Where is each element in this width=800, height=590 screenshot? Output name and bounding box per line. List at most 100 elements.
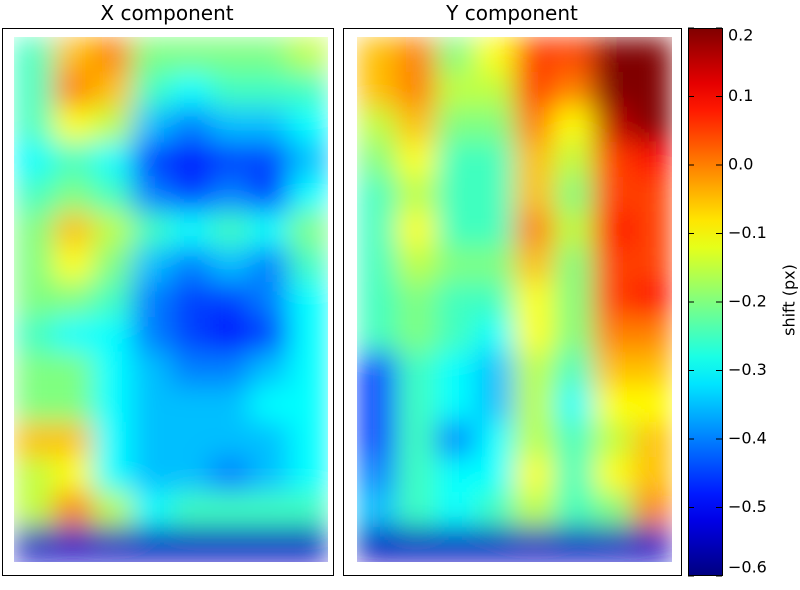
heat-cell	[475, 387, 515, 423]
heat-cell	[171, 422, 211, 458]
heat-cell	[14, 142, 54, 178]
heat-cell	[53, 177, 93, 213]
heat-cell	[553, 37, 594, 73]
heat-cell	[171, 317, 211, 353]
heat-cell	[435, 527, 476, 562]
heat-cell	[288, 247, 328, 283]
heat-cell	[210, 457, 250, 493]
heat-cell	[249, 177, 290, 213]
heat-cell	[131, 72, 172, 108]
heat-cell	[632, 247, 672, 283]
heat-cell	[632, 422, 672, 458]
heat-cell	[435, 422, 476, 458]
heat-cell	[288, 387, 328, 423]
heat-cell	[249, 107, 290, 143]
heat-cell	[593, 247, 634, 283]
heat-cell	[288, 492, 328, 528]
heat-cell	[14, 212, 54, 248]
heat-cell	[53, 247, 93, 283]
heat-cell	[14, 72, 54, 108]
heat-cell	[396, 247, 437, 283]
heat-cell	[553, 177, 594, 213]
heat-cell	[210, 282, 250, 318]
heat-cell	[171, 527, 211, 562]
heat-cell	[171, 387, 211, 423]
heat-cell	[14, 177, 54, 213]
heat-cell	[14, 457, 54, 493]
heat-cell	[14, 422, 54, 458]
heat-cell	[396, 527, 437, 562]
heat-cell	[249, 352, 290, 388]
heat-cell	[357, 107, 397, 143]
heat-cell	[131, 282, 172, 318]
panel-frame	[343, 28, 682, 576]
heat-cell	[92, 317, 133, 353]
heat-cell	[249, 37, 290, 73]
heat-cell	[53, 107, 93, 143]
heat-cell	[396, 317, 437, 353]
heat-cell	[14, 107, 54, 143]
heat-cell	[396, 282, 437, 318]
heat-cell	[210, 142, 250, 178]
heat-cell	[171, 212, 211, 248]
heat-cell	[92, 247, 133, 283]
heat-cell	[53, 352, 93, 388]
heat-cell	[632, 492, 672, 528]
heat-cell	[14, 387, 54, 423]
heat-cell	[553, 107, 594, 143]
heat-cell	[593, 457, 634, 493]
heat-cell	[593, 387, 634, 423]
heat-cell	[514, 422, 555, 458]
heat-cell	[396, 457, 437, 493]
heat-cell	[632, 142, 672, 178]
y-tick-label: −0.3	[728, 360, 767, 379]
heat-cell	[357, 212, 397, 248]
heat-cell	[53, 527, 93, 562]
heat-cell	[514, 282, 555, 318]
heat-cell	[475, 282, 515, 318]
heat-cell	[593, 37, 634, 73]
heat-cell	[475, 142, 515, 178]
heat-cell	[475, 527, 515, 562]
heat-cell	[514, 37, 555, 73]
heat-cell	[632, 317, 672, 353]
heat-cell	[435, 177, 476, 213]
heat-cell	[396, 422, 437, 458]
heat-cell	[53, 492, 93, 528]
heat-cell	[514, 177, 555, 213]
heat-cell	[53, 37, 93, 73]
heat-cell	[357, 527, 397, 562]
heatmap-cells	[357, 37, 672, 562]
heat-cell	[357, 247, 397, 283]
heat-cell	[435, 212, 476, 248]
heat-cell	[131, 352, 172, 388]
heat-cell	[288, 212, 328, 248]
heat-cell	[357, 457, 397, 493]
heat-cell	[131, 457, 172, 493]
heat-cell	[396, 387, 437, 423]
heat-cell	[475, 107, 515, 143]
heat-cell	[171, 492, 211, 528]
heat-cell	[435, 37, 476, 73]
heat-cell	[210, 387, 250, 423]
heat-cell	[593, 107, 634, 143]
heat-cell	[593, 422, 634, 458]
heat-cell	[396, 492, 437, 528]
heatmap-cells	[14, 37, 328, 562]
heat-cell	[553, 422, 594, 458]
heat-cell	[171, 282, 211, 318]
heat-cell	[357, 317, 397, 353]
heat-cell	[593, 317, 634, 353]
heat-cell	[210, 212, 250, 248]
y-tick-label: −0.1	[728, 223, 767, 242]
heat-cell	[632, 37, 672, 73]
heat-cell	[288, 37, 328, 73]
heat-cell	[514, 212, 555, 248]
panel-title: Y component	[445, 1, 578, 25]
heat-cell	[288, 282, 328, 318]
heat-cell	[249, 457, 290, 493]
heat-cell	[435, 107, 476, 143]
heat-cell	[593, 282, 634, 318]
heat-cell	[131, 387, 172, 423]
